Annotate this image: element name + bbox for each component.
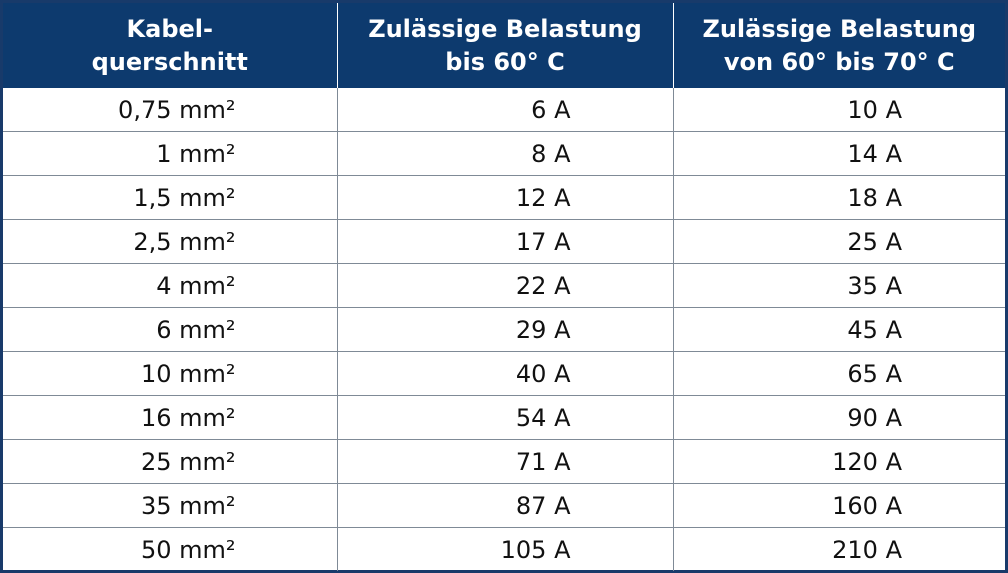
load-60-value: 6 A xyxy=(531,95,571,124)
load-60-value: 22 A xyxy=(515,271,571,300)
load-70-value: 18 A xyxy=(847,183,902,212)
header-line: bis 60° C xyxy=(445,47,565,76)
cross-section-value: 35 mm² xyxy=(140,491,236,520)
load-60-value: 54 A xyxy=(515,403,571,432)
cross-section-value: 6 mm² xyxy=(156,315,236,344)
load-60-cell: 87 A xyxy=(336,483,673,528)
load-70-cell: 120 A xyxy=(672,439,1005,484)
header-cable-cross-section: Kabel- querschnitt xyxy=(3,3,337,88)
load-70-cell: 65 A xyxy=(672,351,1005,396)
cable-load-table: Kabel- querschnitt Zulässige Belastung b… xyxy=(3,3,1005,571)
table-row: 50 mm² 105 A 210 A xyxy=(3,527,1005,571)
header-load-60-to-70: Zulässige Belastung von 60° bis 70° C xyxy=(672,3,1005,88)
load-60-cell: 12 A xyxy=(336,175,673,220)
table-body: 0,75 mm² 6 A 10 A 1 mm² 8 A 14 A 1,5 mm²… xyxy=(3,88,1005,571)
cross-section-cell: 35 mm² xyxy=(3,483,337,528)
header-line: querschnitt xyxy=(91,47,248,76)
table-row: 16 mm² 54 A 90 A xyxy=(3,395,1005,440)
header-load-up-to-60: Zulässige Belastung bis 60° C xyxy=(336,3,673,88)
cross-section-value: 4 mm² xyxy=(156,271,236,300)
load-70-value: 14 A xyxy=(847,139,902,168)
cross-section-cell: 50 mm² xyxy=(3,527,337,571)
load-60-value: 17 A xyxy=(515,227,571,256)
load-60-cell: 105 A xyxy=(336,527,673,571)
load-70-cell: 90 A xyxy=(672,395,1005,440)
load-60-cell: 29 A xyxy=(336,307,673,352)
load-60-value: 8 A xyxy=(531,139,571,168)
load-60-value: 12 A xyxy=(515,183,571,212)
cross-section-value: 0,75 mm² xyxy=(118,95,236,124)
load-60-value: 71 A xyxy=(515,447,571,476)
table-row: 1,5 mm² 12 A 18 A xyxy=(3,175,1005,220)
cross-section-cell: 1,5 mm² xyxy=(3,175,337,220)
cross-section-cell: 25 mm² xyxy=(3,439,337,484)
load-60-cell: 6 A xyxy=(336,88,673,132)
cross-section-value: 25 mm² xyxy=(140,447,236,476)
load-60-cell: 22 A xyxy=(336,263,673,308)
table-row: 4 mm² 22 A 35 A xyxy=(3,263,1005,308)
load-70-cell: 25 A xyxy=(672,219,1005,264)
load-70-value: 160 A xyxy=(832,491,902,520)
load-60-cell: 8 A xyxy=(336,131,673,176)
load-60-cell: 40 A xyxy=(336,351,673,396)
cross-section-value: 2,5 mm² xyxy=(133,227,236,256)
header-line: Kabel- xyxy=(126,14,213,43)
load-60-value: 105 A xyxy=(500,535,571,564)
load-70-value: 120 A xyxy=(832,447,902,476)
load-60-value: 87 A xyxy=(515,491,571,520)
header-line: Zulässige Belastung xyxy=(702,14,977,43)
load-60-cell: 71 A xyxy=(336,439,673,484)
load-70-value: 65 A xyxy=(847,359,902,388)
header-line: Zulässige Belastung xyxy=(368,14,642,43)
cross-section-cell: 2,5 mm² xyxy=(3,219,337,264)
table-row: 10 mm² 40 A 65 A xyxy=(3,351,1005,396)
load-70-cell: 35 A xyxy=(672,263,1005,308)
cross-section-cell: 16 mm² xyxy=(3,395,337,440)
cross-section-cell: 1 mm² xyxy=(3,131,337,176)
cross-section-value: 16 mm² xyxy=(140,403,236,432)
load-70-cell: 18 A xyxy=(672,175,1005,220)
cross-section-cell: 0,75 mm² xyxy=(3,88,337,132)
load-60-cell: 17 A xyxy=(336,219,673,264)
load-70-value: 25 A xyxy=(847,227,902,256)
cross-section-value: 10 mm² xyxy=(140,359,236,388)
table-row: 35 mm² 87 A 160 A xyxy=(3,483,1005,528)
cross-section-value: 50 mm² xyxy=(140,535,236,564)
load-70-value: 35 A xyxy=(847,271,902,300)
table-row: 25 mm² 71 A 120 A xyxy=(3,439,1005,484)
cross-section-value: 1 mm² xyxy=(156,139,236,168)
load-70-cell: 160 A xyxy=(672,483,1005,528)
load-60-value: 29 A xyxy=(515,315,571,344)
cross-section-cell: 10 mm² xyxy=(3,351,337,396)
load-70-value: 10 A xyxy=(847,95,902,124)
load-70-value: 210 A xyxy=(832,535,902,564)
cross-section-cell: 6 mm² xyxy=(3,307,337,352)
table-row: 0,75 mm² 6 A 10 A xyxy=(3,88,1005,132)
table-header: Kabel- querschnitt Zulässige Belastung b… xyxy=(3,3,1005,88)
load-70-value: 90 A xyxy=(847,403,902,432)
load-60-cell: 54 A xyxy=(336,395,673,440)
table-row: 2,5 mm² 17 A 25 A xyxy=(3,219,1005,264)
cross-section-value: 1,5 mm² xyxy=(133,183,236,212)
load-70-cell: 45 A xyxy=(672,307,1005,352)
cross-section-cell: 4 mm² xyxy=(3,263,337,308)
load-70-cell: 14 A xyxy=(672,131,1005,176)
table-row: 6 mm² 29 A 45 A xyxy=(3,307,1005,352)
table-row: 1 mm² 8 A 14 A xyxy=(3,131,1005,176)
header-line: von 60° bis 70° C xyxy=(723,47,955,76)
load-70-cell: 10 A xyxy=(672,88,1005,132)
load-70-value: 45 A xyxy=(847,315,902,344)
load-60-value: 40 A xyxy=(515,359,571,388)
load-70-cell: 210 A xyxy=(672,527,1005,571)
header-row: Kabel- querschnitt Zulässige Belastung b… xyxy=(3,3,1005,88)
